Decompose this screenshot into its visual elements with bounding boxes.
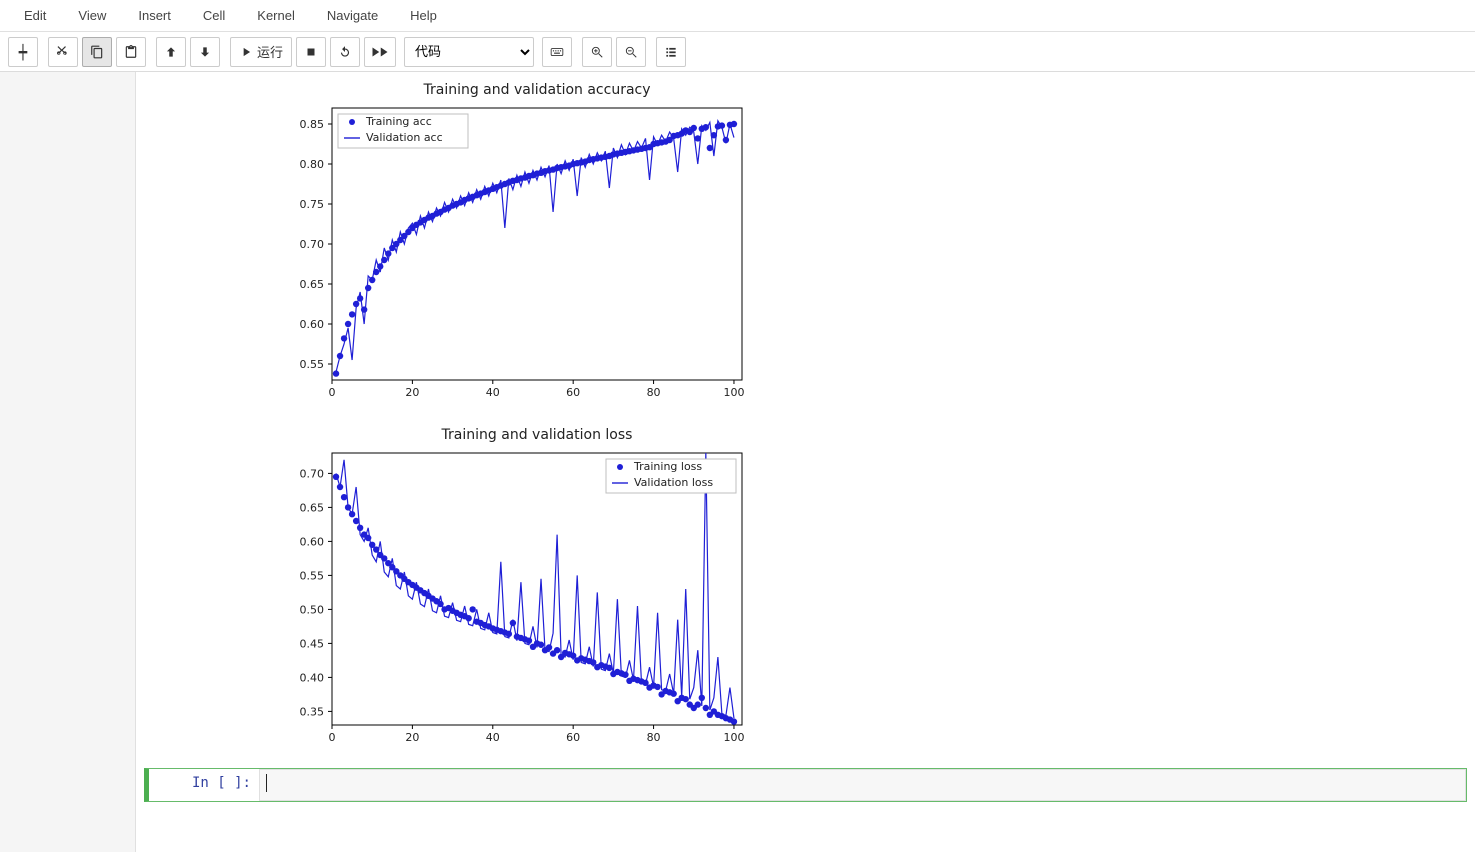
svg-text:0.60: 0.60 [300, 318, 325, 331]
copy-icon [90, 45, 104, 59]
svg-text:0.70: 0.70 [300, 467, 325, 480]
insert-below-button[interactable]: ┿ [8, 37, 38, 67]
scissors-icon [56, 45, 70, 59]
zoom-out-icon [624, 45, 638, 59]
keyboard-icon [550, 45, 564, 59]
interrupt-button[interactable] [296, 37, 326, 67]
svg-text:Training and validation loss: Training and validation loss [441, 427, 633, 443]
svg-text:0.40: 0.40 [300, 671, 325, 684]
svg-text:0.35: 0.35 [300, 705, 325, 718]
restart-button[interactable] [330, 37, 360, 67]
toc-button[interactable] [656, 37, 686, 67]
run-label: 运行 [257, 42, 283, 61]
output-area: Training and validation accuracy 0 20 40 60 8… [276, 72, 1475, 756]
loss-chart: Training and validation loss 0 20 40 60 80 100… [276, 423, 1475, 756]
svg-text:20: 20 [405, 731, 419, 744]
svg-text:Training loss: Training loss [633, 460, 702, 473]
code-input[interactable] [259, 769, 1466, 801]
zoom-in-button[interactable] [582, 37, 612, 67]
svg-text:100: 100 [723, 731, 744, 744]
cut-button[interactable] [48, 37, 78, 67]
stop-icon [304, 45, 318, 59]
svg-text:Training and validation accura: Training and validation accuracy [422, 82, 650, 98]
menu-view[interactable]: View [62, 0, 122, 32]
menu-insert[interactable]: Insert [122, 0, 187, 32]
arrow-down-icon [198, 45, 212, 59]
play-icon [239, 45, 253, 59]
menubar: Edit View Insert Cell Kernel Navigate He… [0, 0, 1475, 32]
svg-text:0.85: 0.85 [300, 118, 325, 131]
svg-text:0.45: 0.45 [300, 637, 325, 650]
copy-button[interactable] [82, 37, 112, 67]
svg-text:40: 40 [486, 731, 500, 744]
svg-text:0.55: 0.55 [300, 569, 325, 582]
svg-text:80: 80 [647, 731, 661, 744]
cell-type-select[interactable]: 代码 [404, 37, 534, 67]
svg-text:Validation acc: Validation acc [366, 131, 443, 144]
svg-text:0.50: 0.50 [300, 603, 325, 616]
code-cell[interactable]: In [ ]: [144, 768, 1467, 802]
svg-text:0.55: 0.55 [300, 358, 325, 371]
toolbar: ┿ 运行 [0, 32, 1475, 72]
notebook-scroll[interactable]: Training and validation accuracy 0 20 40 60 8… [136, 72, 1475, 852]
input-prompt: In [ ]: [149, 769, 259, 801]
svg-text:0: 0 [329, 731, 336, 744]
notebook: Training and validation accuracy 0 20 40 60 8… [0, 72, 1475, 852]
svg-text:0.65: 0.65 [300, 501, 325, 514]
plus-icon: ┿ [19, 45, 27, 59]
menu-kernel[interactable]: Kernel [241, 0, 311, 32]
svg-text:Training acc: Training acc [365, 115, 432, 128]
accuracy-chart: Training and validation accuracy 0 20 40 60 8… [276, 78, 1475, 411]
paste-icon [124, 45, 138, 59]
svg-text:100: 100 [723, 386, 744, 399]
zoom-in-icon [590, 45, 604, 59]
restart-icon [338, 45, 352, 59]
menu-navigate[interactable]: Navigate [311, 0, 394, 32]
svg-text:0.60: 0.60 [300, 535, 325, 548]
svg-text:20: 20 [405, 386, 419, 399]
menu-edit[interactable]: Edit [8, 0, 62, 32]
paste-button[interactable] [116, 37, 146, 67]
svg-text:0.75: 0.75 [300, 198, 325, 211]
svg-text:0: 0 [329, 386, 336, 399]
svg-text:40: 40 [486, 386, 500, 399]
menu-cell[interactable]: Cell [187, 0, 241, 32]
zoom-out-button[interactable] [616, 37, 646, 67]
move-up-button[interactable] [156, 37, 186, 67]
accuracy-chart-svg: Training and validation accuracy 0 20 40 60 8… [276, 78, 756, 408]
restart-run-all-button[interactable] [364, 37, 396, 67]
move-down-button[interactable] [190, 37, 220, 67]
menu-help[interactable]: Help [394, 0, 453, 32]
loss-chart-svg: Training and validation loss 0 20 40 60 80 100… [276, 423, 756, 753]
svg-text:60: 60 [566, 386, 580, 399]
run-button[interactable]: 运行 [230, 37, 292, 67]
svg-text:0.80: 0.80 [300, 158, 325, 171]
svg-text:80: 80 [647, 386, 661, 399]
svg-text:0.65: 0.65 [300, 278, 325, 291]
svg-text:60: 60 [566, 731, 580, 744]
svg-text:0.70: 0.70 [300, 238, 325, 251]
list-icon [664, 45, 678, 59]
svg-text:Validation loss: Validation loss [634, 476, 713, 489]
command-palette-button[interactable] [542, 37, 572, 67]
arrow-up-icon [164, 45, 178, 59]
fast-forward-icon [371, 45, 389, 59]
left-gutter [0, 72, 136, 852]
